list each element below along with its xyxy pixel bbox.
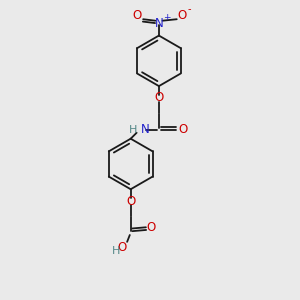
Text: N: N xyxy=(154,16,163,30)
Text: H: H xyxy=(129,125,137,135)
Text: -: - xyxy=(188,4,191,14)
Text: O: O xyxy=(178,123,187,136)
Text: O: O xyxy=(147,221,156,234)
Text: O: O xyxy=(154,92,164,104)
Text: O: O xyxy=(118,241,127,254)
Text: O: O xyxy=(126,195,135,208)
Text: N: N xyxy=(140,123,149,136)
Text: O: O xyxy=(178,9,187,22)
Text: +: + xyxy=(163,13,170,22)
Text: H: H xyxy=(112,246,121,256)
Text: O: O xyxy=(133,9,142,22)
